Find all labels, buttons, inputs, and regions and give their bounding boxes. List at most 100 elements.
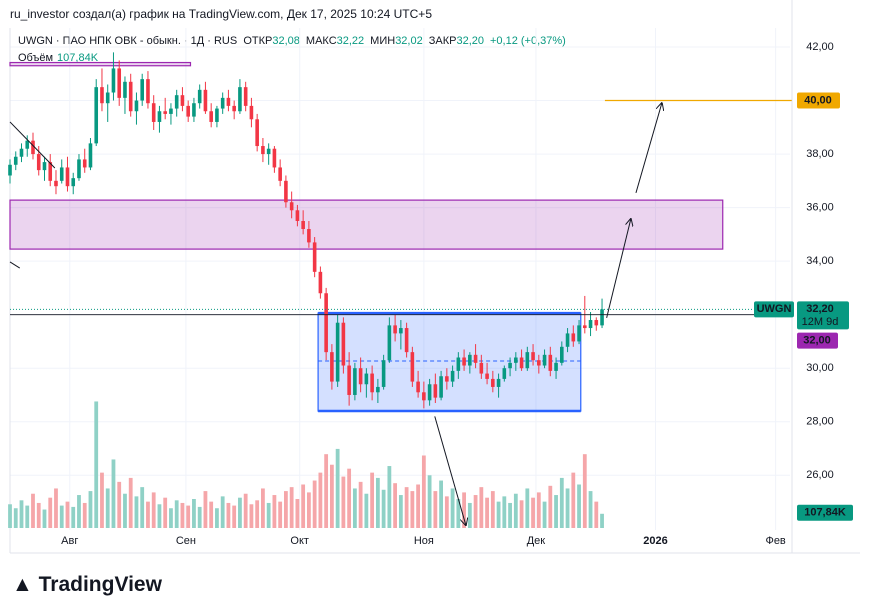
candle-body bbox=[560, 346, 564, 363]
volume-bar bbox=[485, 497, 489, 528]
symbol-label-bg bbox=[754, 301, 794, 318]
candle-body bbox=[335, 322, 340, 382]
volume-bar bbox=[531, 497, 535, 528]
countdown-label: 12M 9d bbox=[802, 316, 839, 328]
candle-body bbox=[577, 325, 581, 342]
candle-body bbox=[174, 95, 179, 109]
volume-bar bbox=[427, 475, 432, 528]
volume-bar bbox=[387, 466, 392, 528]
candle-body bbox=[376, 386, 380, 393]
x-tick-label: Фев bbox=[765, 535, 785, 547]
volume-bar bbox=[209, 501, 214, 528]
volume-bar bbox=[508, 502, 512, 528]
candle-body bbox=[514, 357, 518, 363]
candle-body bbox=[48, 162, 53, 181]
candle-body bbox=[387, 325, 392, 361]
volume-bar bbox=[347, 468, 352, 528]
candle-body bbox=[117, 68, 122, 98]
ohlc-label: ОТКР bbox=[243, 35, 273, 47]
ohlc-label: ЗАКР bbox=[428, 35, 457, 47]
x-tick-label: 2026 bbox=[643, 535, 667, 547]
candle-body bbox=[393, 325, 397, 334]
volume-bar bbox=[197, 506, 202, 528]
volume-bar bbox=[398, 495, 403, 528]
candle-body bbox=[519, 357, 524, 369]
candle-body bbox=[307, 229, 311, 243]
volume-bar bbox=[71, 506, 76, 528]
candle-body bbox=[364, 373, 369, 385]
candle-body bbox=[416, 381, 420, 393]
volume-bar bbox=[404, 487, 409, 528]
x-tick-label: Дек bbox=[527, 535, 546, 547]
candle-body bbox=[341, 322, 346, 366]
candle-body bbox=[370, 373, 374, 393]
candle-body bbox=[19, 148, 24, 157]
candle-body bbox=[111, 68, 116, 93]
volume-bar bbox=[215, 508, 219, 528]
volume-bar bbox=[577, 484, 581, 528]
volume-bar bbox=[312, 480, 317, 528]
logo: ▲ TradingView bbox=[12, 573, 162, 596]
candle-body bbox=[450, 370, 455, 382]
candle-body bbox=[82, 159, 87, 168]
candle-body bbox=[232, 105, 236, 112]
candle-body bbox=[128, 81, 133, 112]
candle-body bbox=[151, 103, 156, 122]
candle-body bbox=[491, 378, 495, 387]
volume-bar bbox=[157, 504, 162, 528]
volume-value: 107,84K bbox=[57, 52, 99, 64]
volume-bar bbox=[416, 484, 421, 528]
volume-bar bbox=[352, 488, 357, 528]
candle-body bbox=[462, 357, 466, 366]
candle-body bbox=[381, 360, 386, 387]
volume-bar bbox=[410, 491, 415, 528]
candle-body bbox=[31, 140, 35, 155]
x-tick-label: Ноя bbox=[414, 535, 434, 547]
volume-bar bbox=[169, 508, 173, 528]
candle-body bbox=[255, 119, 259, 147]
ohlc-value: 32,20 bbox=[456, 35, 484, 47]
volume-bar bbox=[301, 484, 306, 528]
candle-body bbox=[439, 376, 443, 398]
volume-bar bbox=[594, 501, 599, 528]
volume-bar bbox=[421, 455, 426, 528]
candle-body bbox=[531, 352, 535, 361]
volume-bar bbox=[180, 502, 185, 528]
candle-body bbox=[197, 89, 202, 104]
volume-bar bbox=[272, 495, 277, 528]
price-label-bg bbox=[797, 301, 849, 330]
volume-bar bbox=[571, 472, 576, 528]
y-tick-label: 28,00 bbox=[806, 416, 834, 428]
candle-body bbox=[238, 87, 242, 112]
candle-body bbox=[479, 362, 484, 374]
candle-body bbox=[243, 87, 248, 106]
candle-body bbox=[571, 333, 576, 342]
candle-body bbox=[427, 384, 432, 401]
volume-bar bbox=[324, 454, 329, 528]
volume-bar bbox=[289, 487, 294, 528]
volume-bar bbox=[588, 491, 593, 528]
candle-body bbox=[410, 352, 415, 382]
volume-bar bbox=[554, 495, 558, 528]
volume-bar bbox=[111, 459, 116, 528]
x-tick-label: Авг bbox=[61, 535, 78, 547]
candle-body bbox=[134, 100, 139, 112]
volume-bar bbox=[192, 499, 196, 528]
candle-body bbox=[485, 373, 489, 379]
volume-bar bbox=[329, 464, 334, 528]
candle-body bbox=[249, 105, 254, 120]
candle-body bbox=[146, 79, 150, 104]
y-tick-label: 26,00 bbox=[806, 469, 834, 481]
candle-body bbox=[330, 352, 334, 382]
y-tick-label: 30,00 bbox=[806, 362, 834, 374]
volume-bar bbox=[25, 505, 30, 528]
candle-body bbox=[272, 148, 277, 168]
candle-body bbox=[215, 108, 219, 122]
candle-body bbox=[36, 154, 41, 171]
zone bbox=[9, 61, 192, 67]
volume-bar bbox=[559, 477, 564, 528]
candle-body bbox=[220, 97, 225, 109]
volume-bar bbox=[582, 454, 587, 528]
volume-bar bbox=[513, 493, 518, 528]
zone bbox=[317, 312, 582, 412]
